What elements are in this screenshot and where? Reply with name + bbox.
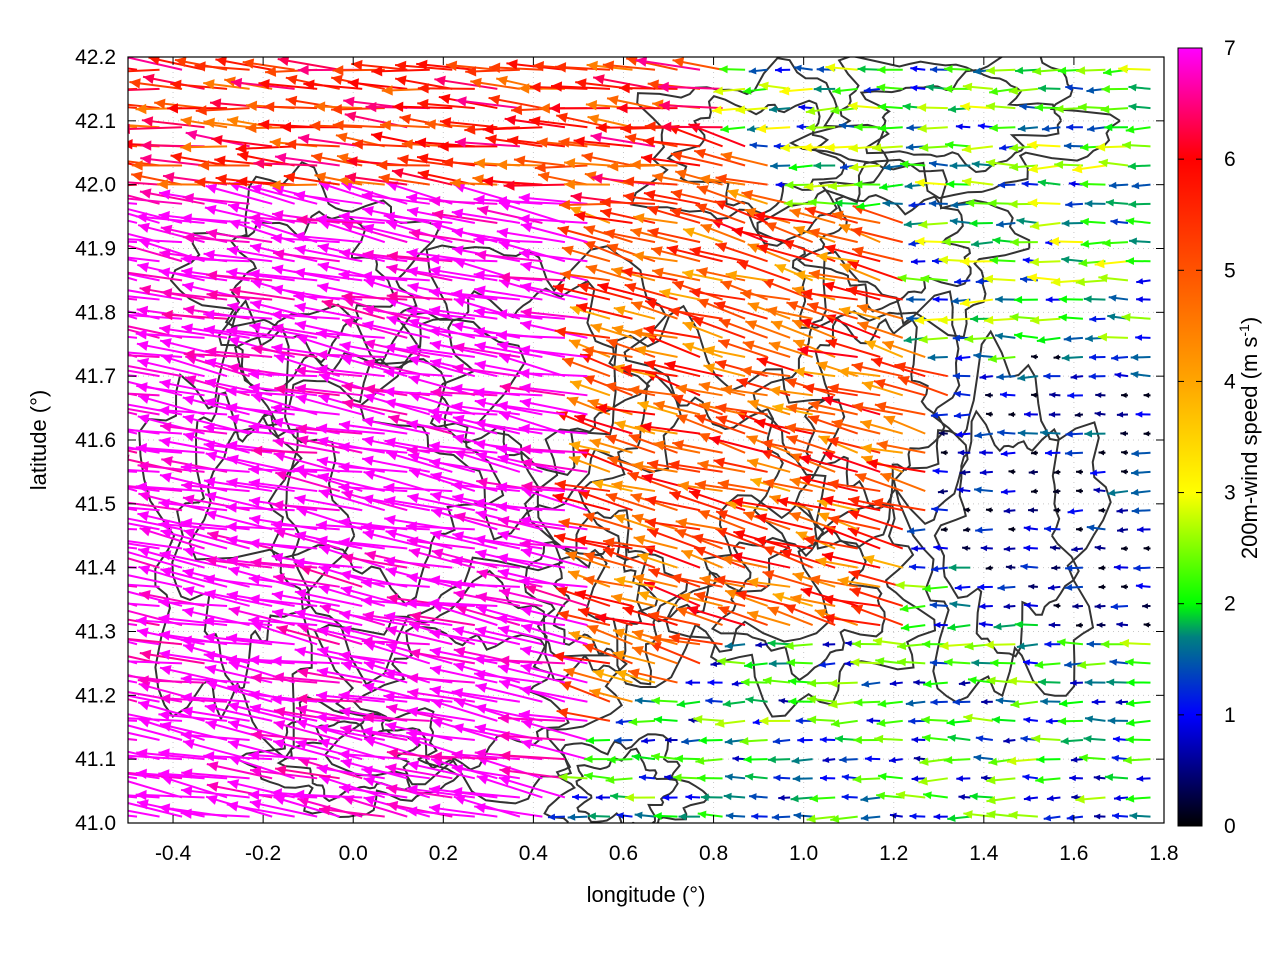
colorbar-tick-label: 1	[1224, 704, 1236, 727]
y-tick-label: 41.0	[75, 812, 116, 835]
y-tick-label: 41.1	[75, 748, 116, 771]
colorbar-label-sup: -1	[1236, 324, 1252, 337]
colorbar-tick-label: 0	[1224, 815, 1236, 838]
y-tick-label: 41.8	[75, 301, 116, 324]
x-tick-label: 1.4	[969, 842, 999, 865]
x-tick-label: -0.2	[245, 842, 281, 865]
colorbar-label-close: )	[1237, 317, 1262, 324]
x-tick-label: 0.6	[609, 842, 638, 865]
y-tick-label: 42.1	[75, 110, 116, 133]
y-axis-label: latitude (°)	[26, 390, 51, 491]
y-tick-label: 41.4	[75, 557, 116, 580]
y-tick-label: 41.5	[75, 493, 116, 516]
colorbar-label: 200m-wind speed (m s-1)	[1236, 317, 1262, 559]
colorbar-tick-label: 7	[1224, 37, 1236, 60]
x-tick-label: 1.8	[1149, 842, 1178, 865]
x-tick-label: -0.4	[155, 842, 192, 865]
x-tick-label: 0.4	[519, 842, 549, 865]
x-tick-label: 1.0	[789, 842, 818, 865]
colorbar-tick-label: 6	[1224, 148, 1236, 171]
y-tick-label: 42.2	[75, 46, 116, 69]
y-tick-label: 42.0	[75, 174, 116, 197]
colorbar-tick-label: 4	[1224, 370, 1236, 393]
x-tick-label: 1.2	[879, 842, 908, 865]
colorbar-tick-label: 3	[1224, 482, 1236, 505]
x-tick-label: 0.0	[339, 842, 368, 865]
x-tick-label: 0.8	[699, 842, 728, 865]
y-tick-label: 41.2	[75, 684, 116, 707]
colorbar-tick-label: 5	[1224, 259, 1236, 282]
y-tick-label: 41.3	[75, 621, 116, 644]
y-tick-label: 41.9	[75, 238, 116, 261]
colorbar	[1178, 48, 1202, 826]
colorbar-tick-label: 2	[1224, 593, 1236, 616]
x-tick-label: 1.6	[1059, 842, 1088, 865]
y-tick-label: 41.6	[75, 429, 116, 452]
y-tick-label: 41.7	[75, 365, 116, 388]
x-axis-label: longitude (°)	[587, 882, 706, 907]
x-tick-label: 0.2	[429, 842, 458, 865]
colorbar-label-main: 200m-wind speed (m s	[1237, 337, 1262, 560]
